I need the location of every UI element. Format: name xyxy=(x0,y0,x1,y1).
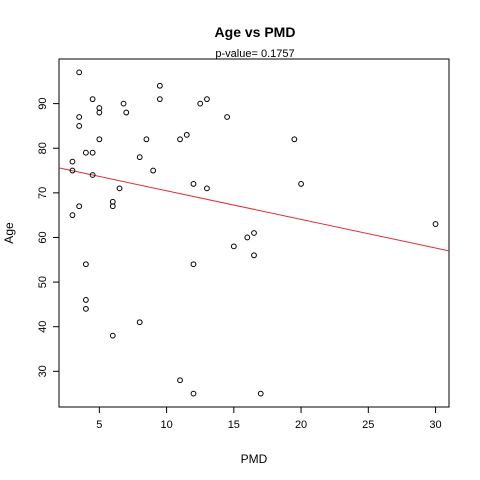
data-point xyxy=(120,100,127,107)
data-point xyxy=(150,167,157,174)
data-point xyxy=(177,377,183,384)
x-tick-label: 30 xyxy=(429,419,441,431)
data-point xyxy=(82,297,89,303)
data-point xyxy=(156,96,163,103)
data-point xyxy=(143,136,150,143)
x-axis: 5 10 15 20 25 30 xyxy=(96,407,442,431)
data-point xyxy=(224,114,231,120)
data-point xyxy=(82,149,89,156)
data-point xyxy=(69,212,76,219)
y-tick-label: 60 xyxy=(37,231,49,243)
data-point xyxy=(251,252,257,259)
data-point xyxy=(257,390,264,397)
data-point xyxy=(89,96,96,103)
data-point xyxy=(183,131,190,138)
data-point xyxy=(76,114,83,120)
data-point xyxy=(76,203,83,210)
data-point xyxy=(244,234,251,241)
y-tick-label: 40 xyxy=(37,321,49,333)
x-tick-label: 15 xyxy=(228,419,240,431)
data-point xyxy=(76,123,83,129)
data-point xyxy=(109,332,116,339)
chart-title: Age vs PMD xyxy=(215,24,296,40)
data-point xyxy=(204,96,210,103)
data-point xyxy=(123,109,130,116)
data-point xyxy=(69,167,76,174)
y-tick-label: 30 xyxy=(37,365,49,377)
data-point xyxy=(136,319,143,326)
data-point xyxy=(251,230,257,236)
y-tick-label: 80 xyxy=(37,142,49,154)
data-point xyxy=(190,390,197,397)
data-point xyxy=(96,109,103,116)
y-axis: 30 40 50 60 70 80 90 xyxy=(37,97,59,377)
data-points xyxy=(69,69,439,397)
data-point xyxy=(177,136,183,143)
x-axis-label: PMD xyxy=(241,452,268,466)
data-point xyxy=(69,158,76,165)
data-point xyxy=(298,181,304,187)
data-point xyxy=(82,261,89,268)
data-point xyxy=(291,136,298,143)
x-tick-label: 10 xyxy=(160,419,172,431)
data-point xyxy=(230,243,237,250)
x-tick-label: 5 xyxy=(96,419,102,431)
y-tick-label: 90 xyxy=(37,97,49,109)
data-point xyxy=(89,172,96,178)
data-point xyxy=(116,185,123,192)
chart-subtitle: p-value= 0.1757 xyxy=(215,48,294,60)
data-point xyxy=(136,154,143,161)
x-tick-label: 25 xyxy=(362,419,374,431)
x-tick-label: 20 xyxy=(295,419,307,431)
data-point xyxy=(197,100,204,107)
data-point xyxy=(432,221,439,227)
data-point xyxy=(204,185,210,192)
y-tick-label: 50 xyxy=(37,276,49,288)
y-tick-label: 70 xyxy=(37,187,49,199)
data-point xyxy=(76,69,83,76)
data-point xyxy=(82,305,89,312)
data-point xyxy=(109,203,116,210)
data-point xyxy=(190,261,197,268)
regression-line xyxy=(58,167,450,252)
data-point xyxy=(96,136,103,143)
plot-frame xyxy=(58,58,450,408)
y-axis-label: Age xyxy=(2,222,16,244)
data-point xyxy=(89,149,96,156)
data-point xyxy=(190,181,197,187)
data-point xyxy=(156,82,163,89)
